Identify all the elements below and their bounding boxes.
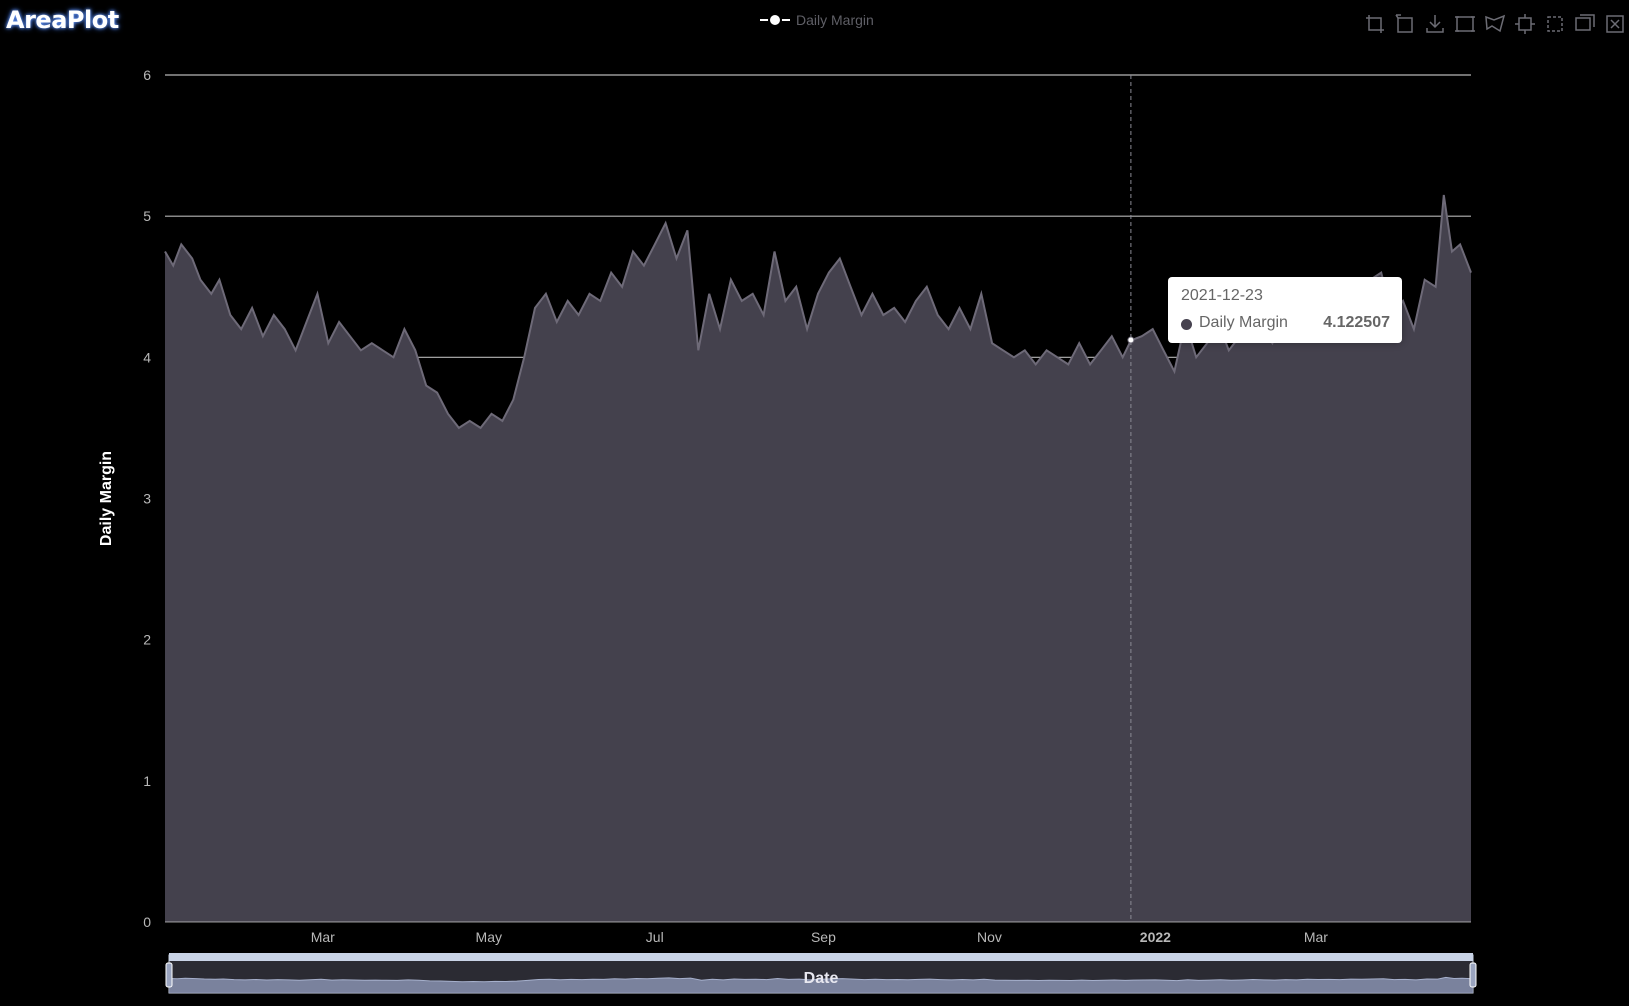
datazoom-left-handle[interactable] — [165, 962, 173, 988]
zoom-reset-icon[interactable] — [1393, 12, 1417, 36]
x-tick-label: Mar — [1304, 929, 1328, 945]
x-tick-label: Jul — [646, 929, 664, 945]
highlight-point — [1127, 336, 1135, 344]
zoom-icon[interactable] — [1363, 12, 1387, 36]
y-axis-title: Daily Margin — [98, 451, 115, 546]
rect-select-icon[interactable] — [1453, 12, 1477, 36]
area-fill — [165, 195, 1471, 922]
y-tick-label: 2 — [143, 632, 151, 648]
tooltip-date: 2021-12-23 — [1181, 287, 1263, 304]
x-tick-label: 2022 — [1140, 929, 1171, 945]
y-tick-label: 5 — [143, 208, 151, 224]
axes: 0 1 2 3 4 5 6 Mar May Jul Sep Nov 2022 Mar Daily Margi… — [98, 67, 1471, 945]
x-tick-label: Sep — [811, 929, 836, 945]
y-tick-label: 6 — [143, 67, 151, 83]
save-image-icon[interactable] — [1423, 12, 1447, 36]
x-axis-title: Date — [804, 970, 839, 987]
tooltip-value: 4.122507 — [1323, 314, 1390, 331]
legend-line-dot-icon — [760, 12, 790, 28]
legend-label: Daily Margin — [796, 12, 874, 28]
datazoom-preview-area — [169, 977, 1473, 993]
x-tick-label: Mar — [311, 929, 335, 945]
polygon-select-icon[interactable] — [1483, 12, 1507, 36]
x-tick-label: May — [476, 929, 502, 945]
x-tick-label: Nov — [977, 929, 1002, 945]
legend-item-daily-margin[interactable]: Daily Margin — [760, 10, 874, 30]
datazoom-preview-line — [168, 976, 1474, 983]
y-tick-label: 1 — [143, 773, 151, 789]
clear-selection-icon[interactable] — [1543, 12, 1567, 36]
y-tick-label: 0 — [143, 914, 151, 930]
data-view-icon[interactable] — [1573, 12, 1597, 36]
tooltip: 2021-12-23 Daily Margin 4.122507 — [1168, 277, 1402, 343]
toolbox — [1363, 12, 1627, 36]
app-title: AreaPlot — [6, 6, 119, 34]
datazoom-top-bar — [169, 953, 1473, 961]
y-tick-label: 3 — [143, 491, 151, 507]
restore-icon[interactable] — [1603, 12, 1627, 36]
y-tick-label: 4 — [143, 349, 151, 365]
keep-selection-icon[interactable] — [1513, 12, 1537, 36]
datazoom-slider: Date — [165, 953, 1477, 994]
datazoom-right-handle[interactable] — [1469, 962, 1477, 988]
crosshair — [1127, 75, 1135, 922]
tooltip-series-marker — [1181, 319, 1192, 330]
tooltip-series-name: Daily Margin — [1199, 314, 1288, 331]
